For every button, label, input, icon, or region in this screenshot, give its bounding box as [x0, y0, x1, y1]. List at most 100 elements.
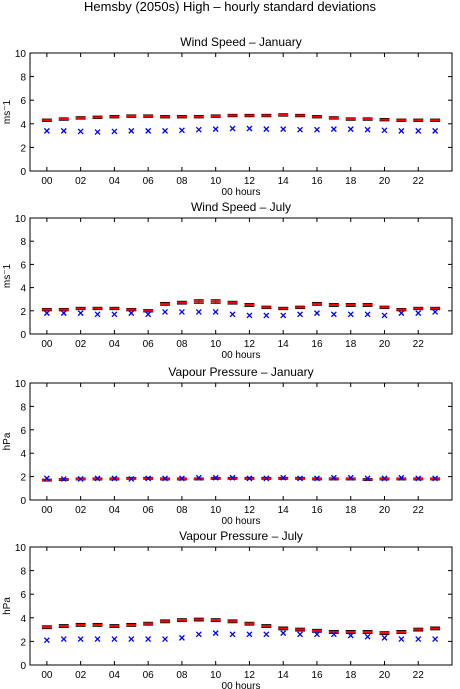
- x-tick-label: 04: [109, 176, 121, 187]
- panel-title: Vapour Pressure – January: [168, 365, 313, 379]
- y-tick-label: 2: [20, 307, 26, 318]
- cross-marker: [178, 634, 185, 641]
- cross-marker: [145, 311, 152, 318]
- x-tick-label: 02: [75, 670, 87, 681]
- plot-frame: [29, 217, 453, 335]
- cross-marker: [128, 127, 135, 134]
- cross-marker: [94, 475, 101, 482]
- cross-marker: [381, 634, 388, 641]
- cross-marker: [195, 631, 202, 638]
- y-axis-label: hPa: [2, 432, 13, 450]
- cross-marker: [263, 475, 270, 482]
- cross-marker: [432, 309, 439, 315]
- x-tick-label: 06: [143, 339, 155, 350]
- cross-marker: [60, 636, 67, 642]
- cross-marker: [330, 126, 337, 133]
- x-tick-label: 04: [109, 505, 121, 516]
- cross-marker: [145, 127, 152, 134]
- cross-marker: [280, 474, 287, 481]
- cross-marker: [246, 475, 253, 482]
- x-tick-label: 20: [379, 670, 391, 681]
- y-tick-label: 2: [20, 637, 26, 648]
- cross-marker: [162, 475, 168, 482]
- x-tick-label: 02: [75, 339, 87, 350]
- x-tick-label: 16: [311, 670, 323, 681]
- cross-marker: [263, 126, 270, 133]
- y-tick-label: 4: [20, 614, 26, 625]
- cross-marker: [145, 475, 152, 482]
- x-tick-label: 08: [176, 670, 188, 681]
- x-tick-label: 12: [244, 505, 256, 516]
- cross-marker: [229, 631, 236, 638]
- x-tick-label: 08: [176, 339, 188, 350]
- x-tick-label: 16: [311, 505, 323, 516]
- cross-marker: [398, 127, 405, 134]
- cross-marker: [60, 475, 67, 482]
- cross-marker: [178, 475, 185, 482]
- cross-marker: [398, 474, 405, 481]
- cross-marker: [280, 630, 287, 637]
- cross-marker: [330, 474, 337, 481]
- y-tick-label: 8: [20, 237, 26, 248]
- cross-marker: [128, 310, 135, 317]
- y-tick-label: 8: [20, 567, 26, 578]
- x-tick-label: 00: [41, 505, 53, 516]
- x-tick-label: 18: [345, 339, 357, 350]
- cross-marker: [314, 631, 320, 638]
- y-tick-label: 4: [20, 284, 26, 295]
- y-tick-label: 10: [15, 543, 27, 554]
- cross-marker: [280, 126, 287, 133]
- cross-marker: [415, 310, 422, 317]
- cross-marker: [94, 636, 101, 642]
- y-tick-label: 2: [20, 473, 26, 484]
- x-tick-label: 18: [345, 505, 357, 516]
- panel-title: Wind Speed – July: [191, 200, 291, 214]
- cross-marker: [263, 631, 270, 638]
- cross-marker: [77, 128, 84, 135]
- cross-marker: [314, 126, 320, 133]
- x-tick-label: 22: [413, 505, 425, 516]
- x-tick-label: 12: [244, 339, 256, 350]
- x-tick-label: 06: [143, 176, 155, 187]
- cross-marker: [263, 312, 270, 319]
- cross-marker: [297, 475, 304, 482]
- cross-marker: [111, 128, 118, 135]
- plot-frame: [29, 382, 453, 501]
- x-tick-label: 14: [278, 670, 290, 681]
- cross-marker: [195, 474, 202, 481]
- x-axis-label: 00 hours: [222, 681, 261, 689]
- cross-marker: [330, 631, 337, 638]
- cross-marker: [60, 310, 67, 317]
- y-tick-label: 0: [20, 167, 26, 178]
- cross-marker: [415, 475, 422, 482]
- y-tick-label: 4: [20, 449, 26, 460]
- y-tick-label: 6: [20, 260, 26, 271]
- x-tick-label: 20: [379, 339, 391, 350]
- cross-marker: [381, 127, 388, 134]
- x-tick-label: 04: [109, 670, 121, 681]
- x-axis-label: 00 hours: [222, 516, 261, 527]
- cross-marker: [111, 475, 118, 482]
- cross-marker: [212, 309, 219, 315]
- x-tick-label: 10: [210, 339, 222, 350]
- x-tick-label: 00: [41, 670, 53, 681]
- x-axis-label: 00 hours: [222, 350, 261, 361]
- x-tick-label: 00: [41, 339, 53, 350]
- cross-marker: [246, 125, 253, 132]
- cross-marker: [415, 636, 422, 642]
- cross-marker: [77, 636, 84, 642]
- cross-marker: [212, 126, 219, 133]
- cross-marker: [77, 475, 84, 482]
- cross-marker: [162, 636, 168, 642]
- cross-marker: [297, 311, 304, 318]
- cross-marker: [297, 126, 304, 133]
- cross-marker: [398, 636, 405, 642]
- cross-marker: [178, 309, 185, 315]
- x-tick-label: 14: [278, 339, 290, 350]
- x-tick-label: 08: [176, 176, 188, 187]
- cross-marker: [94, 129, 101, 136]
- cross-marker: [229, 125, 236, 132]
- plot-frame: [29, 546, 453, 666]
- cross-marker: [128, 636, 135, 642]
- x-tick-label: 04: [109, 339, 121, 350]
